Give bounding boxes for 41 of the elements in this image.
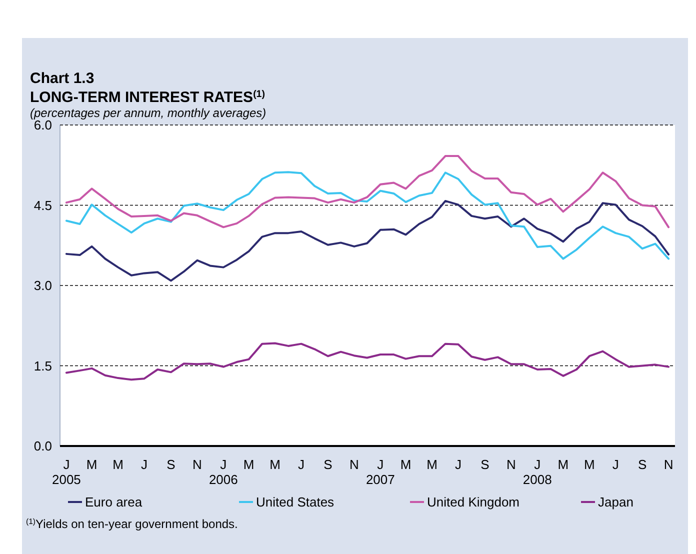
x-tick-label: J 2005 (52, 457, 81, 487)
x-tick-label: J (612, 457, 619, 472)
legend-label: United Kingdom (427, 494, 520, 510)
x-tick-label: M (558, 457, 569, 472)
y-tick-label: 0.0 (34, 438, 52, 454)
y-tick-label: 3.0 (34, 278, 52, 294)
y-tick-label: 4.5 (34, 198, 52, 213)
x-tick-label: M (243, 457, 254, 472)
x-tick-label: J 2006 (208, 457, 238, 487)
x-tick-label: J (454, 457, 462, 472)
x-tick-label: J (298, 457, 305, 472)
line-series (65, 171, 670, 260)
line-series (65, 200, 670, 282)
x-tick-label: M (426, 457, 438, 472)
x-tick-label: S (324, 457, 333, 472)
x-tick-label: N (349, 457, 359, 472)
x-tick-label: M (112, 457, 124, 472)
y-tick-label: 1.5 (34, 358, 52, 374)
x-tick-label: N (664, 457, 674, 472)
x-tick-label: S (166, 457, 176, 472)
x-tick-label: M (86, 457, 98, 472)
x-tick-label: N (506, 457, 516, 472)
y-tick-label: 6.0 (34, 118, 52, 133)
line-series (65, 155, 670, 228)
x-tick-label: J 2007 (366, 457, 395, 487)
x-tick-label: M (270, 457, 280, 472)
x-tick-label: S (638, 457, 647, 472)
y-axis-title: (percentages per annum, monthly averages) (30, 106, 266, 120)
text: $^{(1)}$Yields on ten-year government bonds. (26, 516, 238, 531)
chart-subtitle: LONG-TERM INTEREST RATES$^{(1)}$ (30, 88, 265, 106)
x-tick-label: S (480, 457, 490, 472)
x-tick-label: M (584, 457, 595, 472)
chart-title: Chart 1.3 (30, 70, 94, 87)
line-series (65, 342, 670, 381)
legend-label: Japan (598, 494, 634, 510)
legend-label: Euro area (85, 494, 143, 510)
x-tick-label: N (192, 457, 202, 472)
x-tick-label: J (141, 457, 148, 472)
x-tick-label: J 2008 (522, 457, 552, 487)
x-tick-label: M (400, 457, 412, 472)
legend-label: United States (256, 494, 335, 510)
